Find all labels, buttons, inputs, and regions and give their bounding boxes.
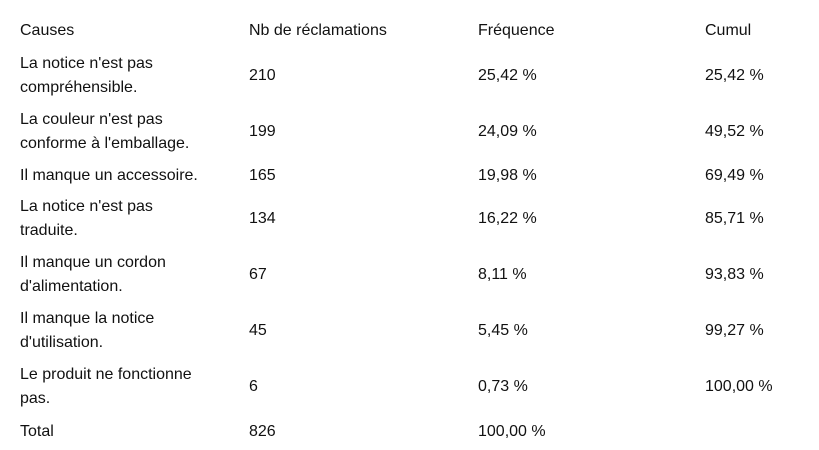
cause-line-1: La couleur n'est pas [20, 111, 163, 128]
count-cell: 45 [249, 322, 267, 339]
cause-cell: Le produit ne fonctionne pas. [20, 359, 249, 415]
count-cell: 165 [249, 166, 276, 184]
cause-cell: Il manque la notice d'utilisation. [20, 303, 249, 359]
header-causes: Causes [20, 22, 75, 39]
frequency-cell: 8,11 % [478, 266, 527, 283]
frequency-cell: 5,45 % [478, 322, 528, 339]
cause-cell: La couleur n'est pas conforme à l'emball… [20, 104, 249, 160]
cause-line-1: La notice n'est pas [20, 198, 153, 215]
count-cell: 199 [249, 123, 276, 140]
cause-line-1: Le produit ne fonctionne [20, 366, 192, 383]
frequency-cell: 16,22 % [478, 210, 537, 227]
header-frequency: Fréquence [478, 22, 555, 39]
cause-line-1: La notice n'est pas [20, 55, 153, 72]
total-cumulative-empty [705, 415, 810, 449]
cause-line-2: traduite. [20, 222, 78, 239]
header-cumulative: Cumul [705, 22, 752, 39]
table-row: Il manque un cordon d'alimentation. 67 8… [20, 247, 810, 303]
frequency-cell: 19,98 % [478, 166, 537, 184]
cause-cell: Il manque un accessoire. [20, 160, 249, 191]
cause-cell: La notice n'est pas compréhensible. [20, 48, 249, 104]
frequency-cell: 24,09 % [478, 123, 537, 140]
table-row: Il manque un accessoire. 165 19,98 % 69,… [20, 160, 810, 191]
count-cell: 210 [249, 67, 276, 84]
cause-line-2: conforme à l'emballage. [20, 135, 190, 152]
cause-line-2: pas. [20, 390, 51, 407]
cumulative-cell: 100,00 % [705, 378, 773, 395]
cumulative-cell: 93,83 % [705, 266, 764, 283]
table-total-row: Total 826 100,00 % [20, 415, 810, 449]
cumulative-cell: 99,27 % [705, 322, 764, 339]
header-count: Nb de réclamations [249, 22, 387, 39]
count-cell: 6 [249, 378, 258, 395]
cumulative-cell: 85,71 % [705, 210, 764, 227]
cause-line-2: d'utilisation. [20, 334, 104, 351]
total-count: 826 [249, 423, 276, 440]
cause-cell: La notice n'est pas traduite. [20, 191, 249, 247]
frequency-cell: 25,42 % [478, 67, 537, 84]
cause-line-2: d'alimentation. [20, 278, 123, 295]
total-label: Total [20, 423, 54, 440]
table-header-row: Causes Nb de réclamations Fréquence Cumu… [20, 14, 810, 48]
table-row: La couleur n'est pas conforme à l'emball… [20, 104, 810, 160]
count-cell: 134 [249, 210, 276, 227]
count-cell: 67 [249, 266, 267, 283]
cumulative-cell: 69,49 % [705, 166, 764, 184]
table-row: Il manque la notice d'utilisation. 45 5,… [20, 303, 810, 359]
table-row: La notice n'est pas compréhensible. 210 … [20, 48, 810, 104]
cause-line-2: compréhensible. [20, 79, 138, 96]
cause-line-1: Il manque un cordon [20, 254, 166, 271]
total-frequency: 100,00 % [478, 423, 546, 440]
frequency-cell: 0,73 % [478, 378, 528, 395]
cumulative-cell: 25,42 % [705, 67, 764, 84]
cumulative-cell: 49,52 % [705, 123, 764, 140]
cause-line-1: Il manque un accessoire. [20, 166, 198, 184]
cause-line-1: Il manque la notice [20, 310, 155, 327]
table-row: Le produit ne fonctionne pas. 6 0,73 % 1… [20, 359, 810, 415]
cause-cell: Il manque un cordon d'alimentation. [20, 247, 249, 303]
table-row: La notice n'est pas traduite. 134 16,22 … [20, 191, 810, 247]
complaints-causes-table: Causes Nb de réclamations Fréquence Cumu… [20, 14, 810, 449]
